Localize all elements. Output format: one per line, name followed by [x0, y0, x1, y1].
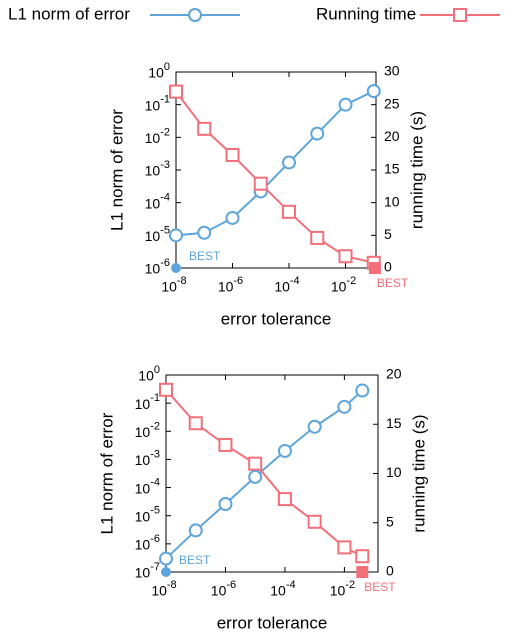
y-tick-label: 10-6 — [135, 533, 160, 553]
legend-marker — [453, 8, 467, 22]
marker — [338, 249, 353, 264]
legend-label: Running time — [316, 4, 416, 23]
x-tick-label: 10-6 — [218, 275, 243, 295]
y2-tick-label: 20 — [386, 366, 402, 382]
y2-tick-label: 10 — [386, 464, 402, 480]
marker — [218, 497, 233, 512]
y-tick-label: 10-1 — [145, 94, 170, 114]
annotation: BEST — [377, 276, 409, 290]
y-tick-label: 10-5 — [145, 224, 170, 244]
y-tick-label: 100 — [148, 61, 170, 81]
marker — [337, 540, 352, 555]
x-tick-label: 10-4 — [274, 275, 299, 295]
marker — [248, 456, 263, 471]
marker — [307, 419, 322, 434]
y-tick-label: 10-2 — [145, 126, 170, 146]
marker — [277, 443, 292, 458]
y2-tick-label: 5 — [386, 513, 394, 529]
y2-tick-label: 20 — [384, 128, 400, 144]
marker — [355, 383, 370, 398]
marker — [310, 126, 325, 141]
y-tick-label: 10-7 — [135, 561, 160, 581]
marker — [356, 566, 369, 578]
x-tick-label: 10-6 — [211, 579, 236, 599]
y-axis-label: L1 norm of error — [107, 109, 126, 231]
marker — [169, 228, 183, 243]
x-tick-label: 10-4 — [270, 579, 295, 599]
marker — [366, 84, 381, 99]
marker — [307, 514, 322, 529]
marker — [197, 121, 212, 136]
y-tick-label: 10-4 — [145, 192, 170, 212]
marker — [277, 492, 292, 507]
x-tick-label: 10-2 — [331, 275, 356, 295]
legend-marker — [188, 8, 202, 22]
y2-tick-label: 25 — [384, 95, 400, 111]
y2-tick-label: 15 — [386, 415, 402, 431]
marker — [188, 523, 203, 538]
annotation: BEST — [189, 249, 221, 263]
marker — [253, 176, 268, 191]
y-tick-label: 10-2 — [135, 420, 160, 440]
y-axis-label: L1 norm of error — [97, 412, 116, 534]
x-tick-label: 10-2 — [330, 579, 355, 599]
y-tick-label: 100 — [138, 364, 160, 384]
marker — [338, 97, 353, 112]
marker — [218, 437, 233, 452]
marker — [248, 469, 263, 484]
y2-tick-label: 30 — [384, 63, 400, 79]
x-axis-label: error tolerance — [221, 309, 332, 328]
marker — [188, 416, 203, 431]
y-tick-label: 10-3 — [145, 159, 170, 179]
marker — [337, 399, 352, 414]
marker — [225, 210, 240, 225]
marker — [169, 84, 183, 99]
annotation: BEST — [179, 553, 211, 567]
marker — [368, 262, 381, 274]
series-line — [175, 90, 375, 237]
marker — [282, 204, 297, 219]
y-tick-label: 10-6 — [145, 257, 170, 277]
y-tick-label: 10-1 — [135, 392, 160, 412]
y-tick-label: 10-5 — [135, 505, 160, 525]
marker — [225, 147, 240, 162]
annotation: BEST — [364, 580, 396, 594]
y2-tick-label: 10 — [384, 193, 400, 209]
marker — [159, 382, 173, 397]
marker — [171, 263, 181, 273]
y-tick-label: 10-4 — [135, 476, 160, 496]
y2-tick-label: 0 — [386, 563, 394, 579]
legend-label: L1 norm of error — [8, 4, 130, 23]
marker — [310, 230, 325, 245]
y-tick-label: 10-3 — [135, 448, 160, 468]
y2-tick-label: 15 — [384, 161, 400, 177]
marker — [159, 551, 173, 566]
marker — [355, 549, 370, 564]
x-tick-label: 10-8 — [151, 579, 176, 599]
x-axis-label: error tolerance — [217, 613, 328, 632]
marker — [161, 567, 171, 577]
marker — [197, 225, 212, 240]
y2-axis-label: running time (s) — [409, 414, 428, 532]
y2-tick-label: 5 — [384, 226, 392, 242]
y2-tick-label: 0 — [384, 259, 392, 275]
y2-axis-label: running time (s) — [407, 111, 426, 229]
marker — [282, 155, 297, 170]
x-tick-label: 10-8 — [161, 275, 186, 295]
